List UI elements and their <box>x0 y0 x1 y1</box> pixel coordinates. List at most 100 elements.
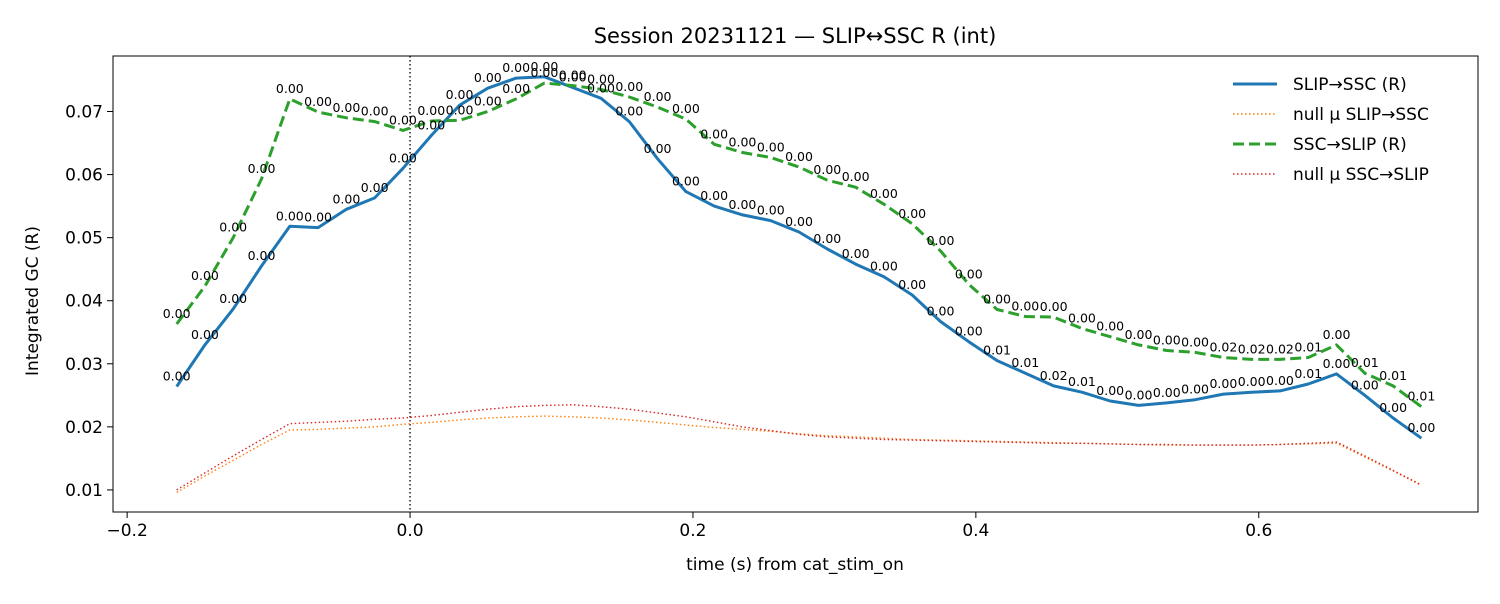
p-value-label: 0.02 <box>1238 341 1266 356</box>
p-value-label: 0.00 <box>898 277 926 292</box>
p-value-label: 0.00 <box>1379 400 1407 415</box>
p-value-label: 0.00 <box>1153 333 1181 348</box>
p-value-label: 0.00 <box>870 259 898 274</box>
p-value-label: 0.00 <box>1238 374 1266 389</box>
p-value-label: 0.00 <box>304 94 332 109</box>
p-value-label: 0.00 <box>785 149 813 164</box>
p-value-label: 0.01 <box>1294 366 1322 381</box>
p-value-label: 0.00 <box>1407 420 1435 435</box>
p-value-label: 0.00 <box>955 266 983 281</box>
p-value-label: 0.00 <box>813 162 841 177</box>
p-value-label: 0.00 <box>248 161 276 176</box>
p-value-label: 0.00 <box>1125 387 1153 402</box>
p-value-label: 0.00 <box>502 81 530 96</box>
p-value-label: 0.00 <box>389 112 417 127</box>
p-value-label: 0.00 <box>332 191 360 206</box>
p-value-label: 0.02 <box>1209 339 1237 354</box>
p-value-label: 0.00 <box>644 89 672 104</box>
p-value-label: 0.00 <box>1125 327 1153 342</box>
p-value-label: 0.00 <box>757 140 785 155</box>
p-value-label: 0.01 <box>983 343 1011 358</box>
p-value-label: 0.00 <box>927 304 955 319</box>
p-value-label: 0.00 <box>615 79 643 94</box>
p-value-label: 0.00 <box>304 210 332 225</box>
x-tick-label: 0.4 <box>962 521 989 541</box>
p-value-label: 0.00 <box>276 81 304 96</box>
y-tick-label: 0.07 <box>65 103 103 123</box>
p-value-label: 0.00 <box>191 268 219 283</box>
p-value-label: 0.00 <box>1153 385 1181 400</box>
y-tick-label: 0.03 <box>65 355 103 375</box>
p-value-label: 0.00 <box>559 68 587 83</box>
p-value-label: 0.01 <box>1379 368 1407 383</box>
p-value-label: 0.00 <box>955 324 983 339</box>
y-tick-label: 0.02 <box>65 418 103 438</box>
p-value-label: 0.00 <box>842 169 870 184</box>
p-value-label: 0.00 <box>1096 383 1124 398</box>
p-value-label: 0.00 <box>446 102 474 117</box>
p-value-label: 0.01 <box>1294 339 1322 354</box>
p-value-label: 0.00 <box>729 134 757 149</box>
p-value-label: 0.00 <box>559 70 587 85</box>
legend: SLIP→SSC (R) null μ SLIP→SSC SSC→SLIP (R) n… <box>1233 75 1429 185</box>
plot-frame <box>112 55 1479 513</box>
p-value-label: 0.00 <box>191 327 219 342</box>
p-value-label: 0.01 <box>1068 374 1096 389</box>
p-value-label: 0.00 <box>1266 373 1294 388</box>
y-tick-label: 0.06 <box>65 166 103 186</box>
p-value-label: 0.00 <box>389 150 417 165</box>
p-value-label: 0.00 <box>1209 376 1237 391</box>
p-value-label: 0.00 <box>700 188 728 203</box>
x-axis-title: time (s) from cat_stim_on <box>686 555 904 575</box>
p-value-label: 0.00 <box>927 233 955 248</box>
p-value-label: 0.00 <box>672 101 700 116</box>
p-value-label: 0.00 <box>502 60 530 75</box>
p-value-label: 0.00 <box>1323 356 1351 371</box>
p-value-label: 0.00 <box>615 104 643 119</box>
p-value-label: 0.00 <box>785 214 813 229</box>
p-value-label: 0.00 <box>813 231 841 246</box>
legend-label-1: null μ SLIP→SSC <box>1293 105 1429 125</box>
series-line-2 <box>175 81 1423 408</box>
p-value-label: 0.00 <box>417 117 445 132</box>
p-value-label: 0.00 <box>474 70 502 85</box>
p-value-label: 0.00 <box>248 248 276 263</box>
p-value-label: 0.00 <box>417 103 445 118</box>
p-value-label: 0.00 <box>587 71 615 86</box>
p-value-label: 0.00 <box>587 80 615 95</box>
p-value-label: 0.00 <box>898 206 926 221</box>
p-value-label: 0.00 <box>842 246 870 261</box>
series-line-0 <box>175 75 1423 440</box>
y-axis-title: Integrated GC (R) <box>23 226 43 376</box>
p-value-label: 0.00 <box>219 291 247 306</box>
p-value-label: 0.00 <box>1096 319 1124 334</box>
p-value-label: 0.01 <box>1011 355 1039 370</box>
p-value-label: 0.00 <box>531 59 559 74</box>
p-value-label: 0.00 <box>1040 299 1068 314</box>
p-value-label: 0.00 <box>474 94 502 109</box>
p-value-label: 0.00 <box>644 141 672 156</box>
p-value-label: 0.00 <box>332 100 360 115</box>
y-axis: 0.01 0.02 0.03 0.04 0.05 0.06 0.07 <box>65 103 113 501</box>
p-value-label: 0.00 <box>1068 310 1096 325</box>
p-value-label: 0.02 <box>1266 341 1294 356</box>
p-value-label: 0.01 <box>1407 389 1435 404</box>
series-line-3 <box>176 404 1422 491</box>
x-axis: −0.2 0.0 0.2 0.4 0.6 <box>107 512 1272 541</box>
p-value-label: 0.00 <box>757 203 785 218</box>
p-value-label: 0.00 <box>361 104 389 119</box>
p-value-label: 0.00 <box>700 126 728 141</box>
plot-area: 0.000.000.000.000.00 0.000.000.000.000.00… <box>112 55 1479 513</box>
p-value-label: 0.00 <box>163 368 191 383</box>
p-value-label: 0.00 <box>1181 334 1209 349</box>
y-tick-label: 0.04 <box>65 292 103 312</box>
p-value-label: 0.00 <box>276 208 304 223</box>
x-tick-label: 0.2 <box>679 521 706 541</box>
p-value-label: 0.00 <box>672 174 700 189</box>
p-value-label: 0.02 <box>1040 368 1068 383</box>
p-value-label: 0.00 <box>983 292 1011 307</box>
p-value-label: 0.00 <box>531 65 559 80</box>
x-tick-label: 0.0 <box>397 521 424 541</box>
